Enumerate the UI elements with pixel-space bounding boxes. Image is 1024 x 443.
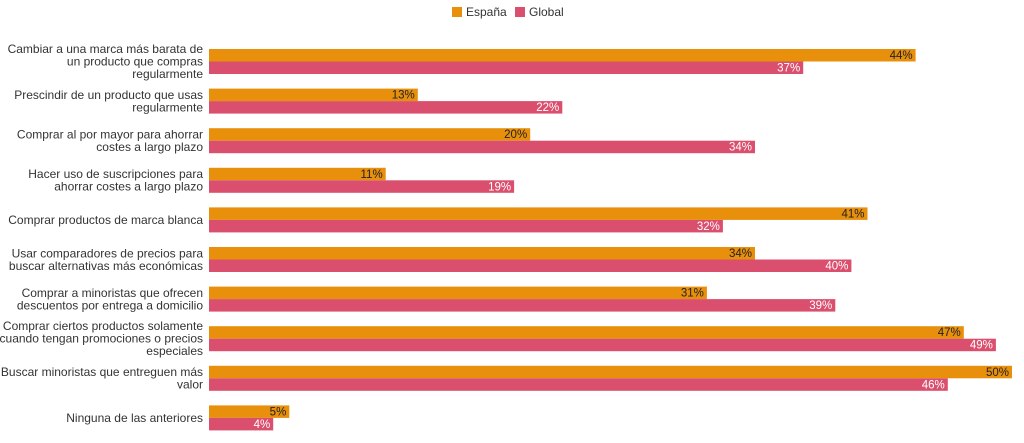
bar-espana-2 bbox=[209, 88, 418, 102]
bar-global-3 bbox=[209, 140, 755, 154]
data-label-global-9: 46% bbox=[922, 379, 945, 391]
data-label-global-2: 22% bbox=[536, 102, 559, 114]
data-label-global-6: 40% bbox=[825, 261, 848, 273]
bar-global-2 bbox=[209, 101, 563, 114]
data-label-espana-8: 47% bbox=[938, 327, 961, 339]
data-label-espana-6: 34% bbox=[729, 248, 752, 260]
bars: 44% 13% 20% 11% 41% 34% 31% 47% 50% 5% 37% 22% 34% 19… bbox=[209, 49, 1012, 431]
bar-global-7 bbox=[209, 299, 836, 312]
category-label-6: Usar comparadores de precios para buscar … bbox=[9, 246, 203, 273]
data-label-espana-10: 5% bbox=[270, 406, 287, 418]
bar-espana-8 bbox=[209, 326, 964, 339]
category-label-8: Comprar ciertos productos solamente cuand… bbox=[0, 319, 203, 358]
bar-global-8 bbox=[209, 338, 996, 352]
data-label-global-1: 37% bbox=[777, 63, 800, 75]
category-label-3: Comprar al por mayor para ahorrar costes … bbox=[17, 127, 203, 154]
category-label-2: Prescindir de un producto que usas regula… bbox=[14, 88, 203, 115]
legend-swatch-1 bbox=[452, 7, 462, 17]
bar-espana-4 bbox=[209, 167, 386, 181]
data-label-espana-2: 13% bbox=[392, 90, 415, 102]
category-label-5: Comprar productos de marca blanca bbox=[8, 213, 203, 227]
data-label-espana-9: 50% bbox=[986, 367, 1009, 379]
legend: España Global bbox=[452, 5, 564, 19]
bar-global-9 bbox=[209, 378, 948, 391]
bar-global-1 bbox=[209, 61, 804, 74]
bar-espana-5 bbox=[209, 207, 868, 220]
category-label-4: Hacer uso de suscripciones para ahorrar c… bbox=[28, 167, 203, 194]
bar-global-5 bbox=[209, 219, 723, 233]
bar-global-4 bbox=[209, 180, 515, 193]
category-label-10: Ninguna de las anteriores bbox=[66, 411, 203, 425]
data-label-global-3: 34% bbox=[729, 142, 752, 154]
bar-espana-7 bbox=[209, 286, 707, 300]
data-label-espana-3: 20% bbox=[504, 129, 527, 141]
bar-espana-10 bbox=[209, 405, 290, 418]
data-label-global-7: 39% bbox=[809, 300, 832, 312]
category-label-1: Cambiar a una marca más barata de un prod… bbox=[8, 42, 204, 81]
data-label-espana-1: 44% bbox=[890, 50, 913, 62]
category-label-7: Comprar a minoristas que ofrecen descuent… bbox=[17, 286, 203, 313]
category-labels: Cambiar a una marca más barata de un prod… bbox=[0, 42, 203, 425]
bar-espana-9 bbox=[209, 365, 1012, 379]
bar-espana-3 bbox=[209, 128, 531, 141]
category-label-9: Buscar minoristas que entreguen más valor bbox=[1, 365, 203, 392]
bar-global-10 bbox=[209, 417, 274, 431]
legend-swatch-2 bbox=[515, 7, 525, 17]
legend-label-1: España bbox=[466, 5, 507, 19]
data-label-espana-7: 31% bbox=[681, 288, 704, 300]
bar-global-6 bbox=[209, 259, 852, 272]
data-label-espana-4: 11% bbox=[361, 169, 383, 181]
data-label-global-5: 32% bbox=[697, 221, 720, 233]
data-label-global-10: 4% bbox=[254, 419, 271, 431]
bar-espana-1 bbox=[209, 49, 916, 62]
data-label-global-8: 49% bbox=[970, 340, 993, 352]
data-label-espana-5: 41% bbox=[841, 208, 864, 220]
data-label-global-4: 19% bbox=[488, 181, 511, 193]
bar-espana-6 bbox=[209, 247, 755, 260]
legend-label-2: Global bbox=[529, 5, 564, 19]
